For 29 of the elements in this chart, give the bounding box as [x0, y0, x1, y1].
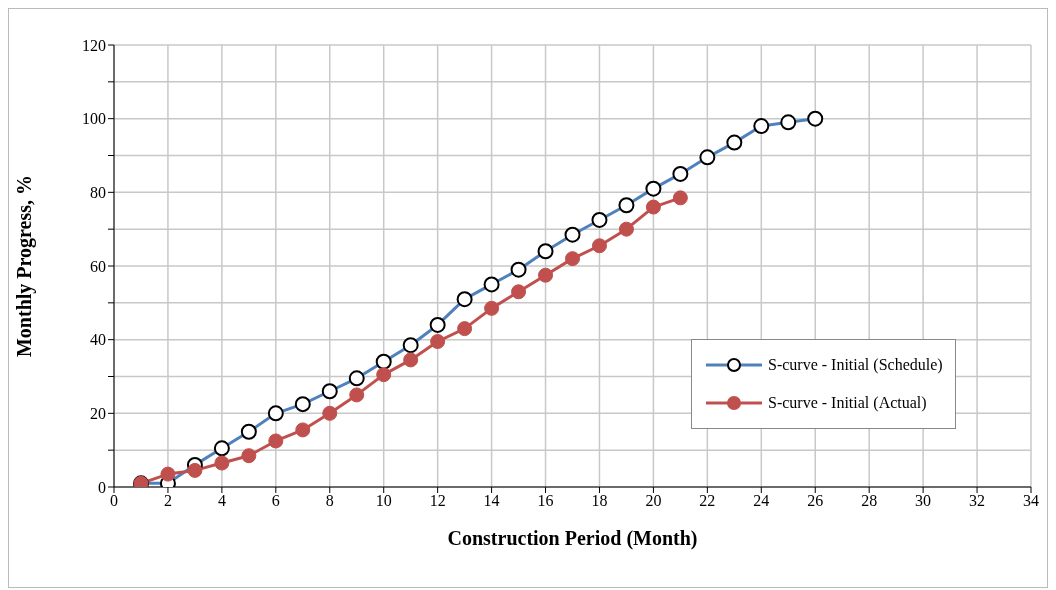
x-tick-label: 28 [861, 492, 878, 510]
x-tick-label: 8 [325, 492, 334, 510]
x-tick-label: 22 [699, 492, 716, 510]
x-tick-label: 4 [217, 492, 226, 510]
y-tick-label: 100 [82, 110, 106, 128]
y-tick-label: 20 [90, 405, 106, 423]
x-tick-label: 10 [375, 492, 392, 510]
x-tick-label: 6 [271, 492, 280, 510]
y-tick-label: 80 [90, 184, 106, 202]
x-tick-label: 20 [645, 492, 662, 510]
x-axis-title: Construction Period (Month) [447, 527, 698, 550]
x-tick-label: 24 [753, 492, 770, 510]
y-tick-label: 60 [90, 257, 106, 275]
x-tick-label: 18 [591, 492, 608, 510]
x-tick-label: 16 [537, 492, 554, 510]
y-tick-label: 40 [90, 331, 106, 349]
x-tick-label: 14 [483, 492, 500, 510]
y-tick-label: 120 [82, 36, 106, 54]
legend-label: S-curve - Initial (Schedule) [768, 356, 943, 374]
legend-label: S-curve - Initial (Actual) [768, 394, 927, 412]
y-tick-label: 0 [98, 478, 106, 496]
x-tick-label: 12 [429, 492, 446, 510]
x-tick-label: 26 [807, 492, 824, 510]
y-axis-title: Monthly Progress, % [13, 174, 37, 358]
x-tick-label: 0 [110, 492, 118, 510]
x-tick-label: 32 [969, 492, 986, 510]
x-tick-label: 2 [163, 492, 172, 510]
x-tick-label: 30 [915, 492, 932, 510]
x-tick-label: 34 [1023, 492, 1039, 510]
